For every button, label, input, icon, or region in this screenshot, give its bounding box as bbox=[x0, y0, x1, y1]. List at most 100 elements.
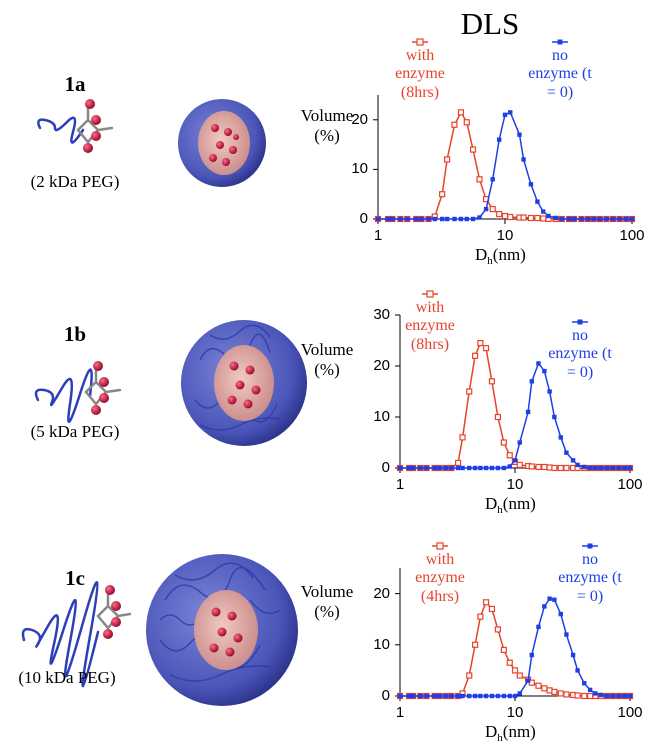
x-label-unit: (nm) bbox=[492, 245, 526, 264]
x-tick-label: 1 bbox=[395, 704, 405, 721]
data-point bbox=[452, 216, 457, 222]
data-point bbox=[451, 121, 458, 128]
data-point bbox=[444, 216, 450, 222]
x-label-symbol: D bbox=[485, 722, 498, 741]
data-point bbox=[437, 465, 442, 471]
data-point bbox=[501, 465, 507, 471]
data-point bbox=[627, 465, 633, 471]
data-point bbox=[627, 693, 633, 699]
data-point bbox=[593, 465, 598, 471]
data-point bbox=[564, 450, 569, 455]
data-point bbox=[432, 216, 437, 222]
data-point bbox=[488, 605, 496, 613]
data-point bbox=[529, 652, 535, 658]
legend-label: with enzyme (4hrs) bbox=[415, 551, 465, 605]
data-point bbox=[558, 611, 563, 617]
data-point bbox=[582, 681, 587, 686]
data-point bbox=[406, 465, 412, 471]
legend-marker bbox=[557, 39, 563, 45]
data-point bbox=[552, 414, 557, 420]
data-point bbox=[517, 691, 522, 696]
data-point bbox=[495, 693, 501, 699]
series-line bbox=[400, 361, 630, 469]
data-point bbox=[432, 693, 437, 699]
data-point bbox=[512, 693, 518, 699]
data-point bbox=[552, 597, 557, 602]
data-point bbox=[587, 692, 594, 700]
data-point bbox=[460, 465, 465, 471]
data-point bbox=[517, 132, 522, 137]
data-point bbox=[527, 214, 535, 222]
data-point bbox=[507, 464, 512, 469]
data-point bbox=[414, 216, 419, 222]
data-point bbox=[604, 216, 609, 222]
data-point bbox=[489, 465, 495, 471]
x-tick-label: 10 bbox=[506, 476, 524, 493]
y-tick-label: 20 bbox=[351, 110, 368, 128]
data-point bbox=[616, 693, 622, 699]
y-tick-label: 0 bbox=[381, 459, 390, 476]
data-point bbox=[558, 435, 563, 440]
data-point bbox=[512, 458, 518, 463]
data-point bbox=[457, 109, 465, 116]
data-point bbox=[443, 156, 451, 163]
legend-label: no enzyme (t = 0) bbox=[548, 327, 612, 381]
data-point bbox=[542, 604, 547, 609]
data-point bbox=[502, 112, 508, 118]
data-point bbox=[467, 693, 472, 699]
x-tick-label: 10 bbox=[496, 227, 514, 244]
data-point bbox=[575, 668, 580, 673]
data-point bbox=[454, 459, 462, 466]
data-point bbox=[496, 137, 502, 142]
data-point bbox=[418, 693, 423, 699]
data-point bbox=[536, 624, 541, 630]
data-point bbox=[463, 119, 470, 126]
data-point bbox=[587, 687, 593, 693]
y-tick-label: 10 bbox=[351, 160, 368, 178]
data-point bbox=[466, 672, 473, 679]
data-point bbox=[622, 465, 627, 471]
x-axis-label: Dh(nm) bbox=[485, 494, 536, 517]
data-point bbox=[419, 216, 424, 222]
data-point bbox=[460, 693, 465, 699]
data-point bbox=[397, 465, 403, 471]
x-tick-label: 100 bbox=[617, 704, 643, 721]
data-point bbox=[629, 216, 635, 222]
data-point bbox=[564, 632, 569, 637]
y-tick-label: 30 bbox=[373, 306, 390, 323]
data-point bbox=[571, 216, 577, 222]
x-label-symbol: D bbox=[485, 494, 498, 513]
data-point bbox=[579, 216, 584, 222]
data-point bbox=[507, 213, 514, 221]
data-point bbox=[458, 216, 464, 222]
data-point bbox=[506, 452, 513, 459]
data-point bbox=[541, 685, 548, 692]
data-point bbox=[418, 465, 423, 471]
series-line bbox=[400, 597, 630, 697]
data-point bbox=[546, 213, 551, 219]
x-tick-label: 1 bbox=[373, 227, 383, 244]
series-line bbox=[378, 111, 632, 220]
data-point bbox=[449, 693, 454, 699]
data-point bbox=[521, 157, 526, 162]
data-point bbox=[581, 692, 588, 700]
x-label-subscript: h bbox=[497, 732, 503, 744]
x-tick-label: 100 bbox=[617, 476, 643, 493]
data-point bbox=[472, 693, 478, 699]
data-point bbox=[426, 216, 431, 222]
data-point bbox=[397, 693, 403, 699]
data-point bbox=[570, 652, 576, 658]
data-point bbox=[508, 110, 513, 115]
legend-marker bbox=[416, 38, 424, 46]
data-point bbox=[489, 205, 496, 213]
data-point bbox=[489, 693, 495, 699]
data-point bbox=[483, 693, 489, 699]
data-point bbox=[541, 209, 546, 214]
particle-1b bbox=[181, 320, 307, 446]
data-point bbox=[410, 693, 416, 699]
data-point bbox=[597, 216, 603, 222]
legend-label: no enzyme (t = 0) bbox=[558, 551, 622, 605]
y-axis-label: Volume (%) bbox=[300, 340, 354, 379]
data-point bbox=[575, 462, 580, 468]
data-point bbox=[477, 215, 482, 220]
